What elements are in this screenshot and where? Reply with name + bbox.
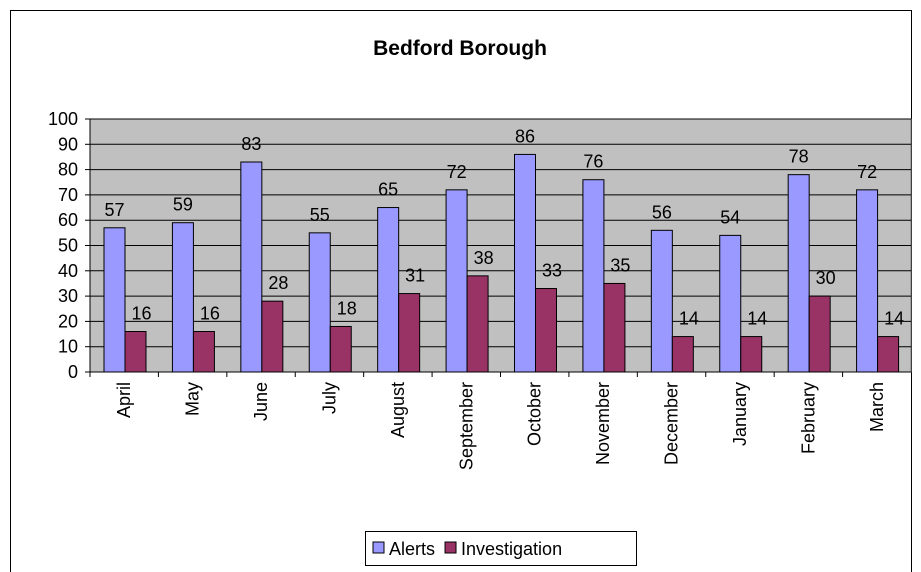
bar [877, 336, 900, 373]
data-label: 35 [610, 255, 630, 275]
y-tick-label: 70 [58, 185, 78, 205]
data-label: 16 [131, 304, 151, 324]
y-tick-label: 30 [58, 286, 78, 306]
x-tick-label: September [456, 382, 476, 470]
legend-swatch [372, 541, 385, 554]
bar [171, 222, 194, 373]
bar [308, 232, 331, 373]
bar [192, 331, 215, 373]
bar [740, 336, 763, 373]
bar [808, 295, 831, 373]
data-label: 86 [515, 126, 535, 146]
data-label: 30 [816, 268, 836, 288]
bar [103, 227, 126, 373]
data-label: 54 [720, 207, 740, 227]
y-tick-label: 0 [68, 362, 78, 382]
bar [535, 288, 557, 373]
bar [671, 336, 694, 373]
x-tick-label: June [251, 382, 271, 421]
x-tick-label: November [593, 382, 613, 465]
data-label: 72 [447, 162, 467, 182]
data-label: 16 [200, 304, 220, 324]
bar [398, 293, 421, 373]
bar [650, 229, 673, 373]
data-label: 72 [857, 162, 877, 182]
bar [603, 282, 626, 373]
y-tick-label: 100 [48, 109, 78, 129]
chart-title: Bedford Borough [373, 37, 547, 60]
y-tick-label: 20 [58, 311, 78, 331]
y-tick-label: 50 [58, 236, 78, 256]
data-label: 33 [542, 261, 562, 281]
bar [514, 153, 536, 373]
bar [856, 189, 879, 373]
data-label: 78 [789, 147, 809, 167]
y-tick-label: 90 [58, 134, 78, 154]
bar [261, 300, 284, 373]
data-label: 28 [268, 273, 288, 293]
x-tick-label: March [867, 382, 887, 432]
bar [582, 179, 605, 373]
x-tick-label: May [183, 382, 203, 416]
y-tick-label: 40 [58, 261, 78, 281]
x-tick-label: December [662, 382, 682, 465]
x-tick-label: July [319, 382, 339, 414]
x-tick-label: January [730, 382, 750, 446]
data-label: 83 [241, 134, 261, 154]
data-label: 57 [104, 200, 124, 220]
bar [466, 275, 489, 373]
data-label: 31 [405, 266, 425, 286]
data-label: 65 [378, 180, 398, 200]
x-tick-label: February [798, 382, 818, 454]
y-tick-label: 60 [58, 210, 78, 230]
bar [329, 325, 352, 373]
data-label: 14 [679, 309, 699, 329]
y-tick-label: 80 [58, 160, 78, 180]
x-tick-label: April [114, 382, 134, 418]
data-label: 14 [884, 309, 904, 329]
data-label: 56 [652, 202, 672, 222]
bar [445, 189, 468, 373]
data-label: 59 [173, 195, 193, 215]
bar [377, 207, 400, 373]
legend-label: Investigation [461, 539, 562, 559]
legend-box [365, 531, 637, 566]
data-label: 55 [310, 205, 330, 225]
data-label: 18 [337, 298, 357, 318]
x-tick-label: October [525, 382, 545, 446]
data-label: 14 [747, 309, 767, 329]
data-label: 38 [474, 248, 494, 268]
data-label: 76 [583, 152, 603, 172]
bar [240, 161, 263, 373]
bar [787, 174, 810, 373]
legend-label: Alerts [389, 539, 435, 559]
bar [124, 331, 147, 373]
y-tick-label: 10 [58, 337, 78, 357]
legend-swatch [444, 541, 457, 554]
x-tick-label: August [388, 382, 408, 438]
bar [719, 234, 742, 373]
